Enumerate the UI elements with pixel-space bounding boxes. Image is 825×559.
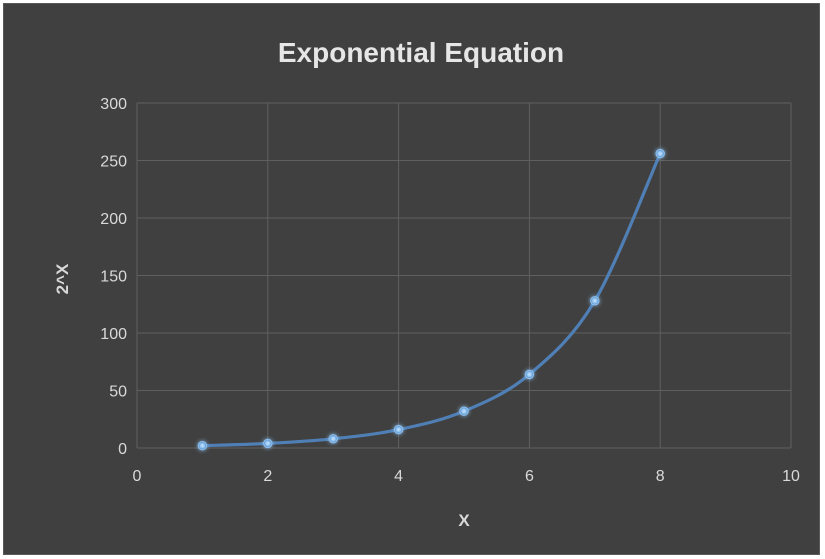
y-tick-label: 250: [100, 154, 127, 171]
chart-svg: Exponential Equation 0501001502002503000…: [53, 37, 800, 530]
y-tick-label: 100: [100, 326, 127, 343]
data-point: [263, 438, 273, 449]
x-tick-label: 4: [394, 468, 403, 485]
data-point: [328, 434, 338, 444]
y-tick-label: 50: [109, 384, 127, 401]
data-point: [524, 369, 535, 380]
x-tick-label: 0: [133, 468, 142, 485]
x-tick-label: 2: [263, 468, 272, 485]
data-point: [590, 296, 600, 306]
chart-title: Exponential Equation: [278, 37, 564, 68]
x-tick-label: 6: [525, 468, 534, 485]
data-points: [197, 148, 665, 451]
data-point: [655, 148, 665, 159]
x-axis-title: X: [458, 511, 470, 530]
y-tick-label: 150: [100, 269, 127, 286]
y-tick-label: 0: [118, 441, 127, 458]
x-tick-label: 10: [782, 468, 800, 485]
tick-labels: 0 50 100 150 200 250 300 0 2 4 6 8 10: [100, 96, 800, 485]
y-axis-title: 2^X: [53, 263, 72, 294]
x-tick-label: 8: [656, 468, 665, 485]
y-tick-label: 300: [100, 96, 127, 113]
data-point: [197, 441, 208, 451]
y-tick-label: 200: [100, 211, 127, 228]
grid-lines: [136, 102, 792, 449]
data-point: [393, 424, 404, 435]
data-point: [459, 406, 469, 416]
chart-area: Exponential Equation 0 50 100 150 200 250 300 0…: [3, 3, 820, 555]
